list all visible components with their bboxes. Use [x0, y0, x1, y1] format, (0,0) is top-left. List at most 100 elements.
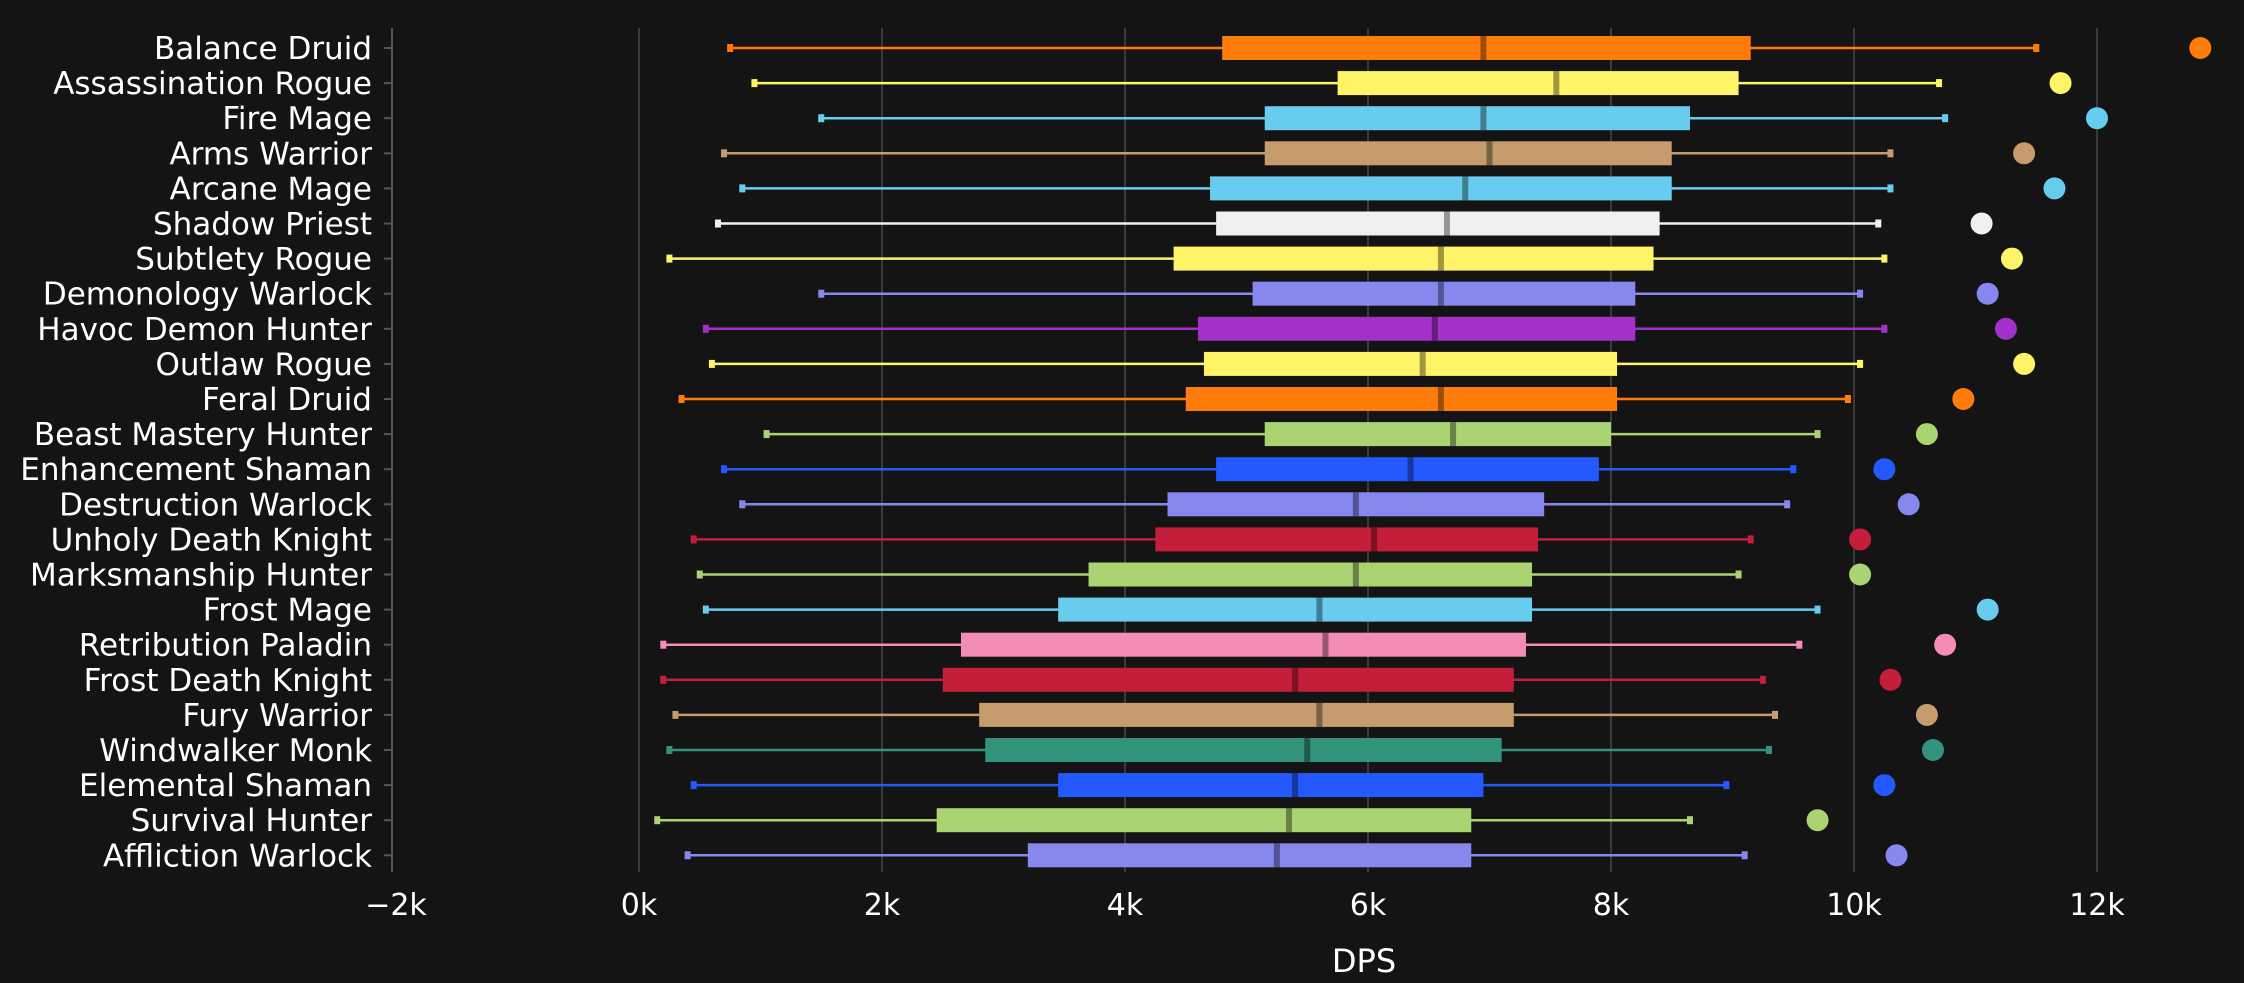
box-assassination-rogue: [751, 71, 2072, 96]
whisker-min-cap: [672, 710, 679, 719]
outlier-point: [2086, 107, 2108, 130]
whisker-max-cap: [1887, 184, 1894, 193]
box-frost-mage: [702, 597, 1999, 622]
outlier-point: [1970, 212, 1993, 235]
iqr-box: [960, 632, 1526, 657]
whisker-min-cap: [684, 851, 691, 860]
iqr-box: [1088, 562, 1533, 587]
whisker-min-cap: [727, 44, 734, 52]
box-affliction-warlock: [684, 843, 1908, 868]
y-tick-label: Frost Death Knight: [84, 663, 372, 699]
whisker-min-cap: [666, 746, 673, 754]
whisker-min-cap: [654, 816, 661, 825]
iqr-box: [1264, 141, 1672, 166]
median-line: [1437, 246, 1444, 271]
whisker-min-cap: [818, 114, 825, 123]
y-tick-label: Shadow Priest: [153, 207, 372, 243]
median-line: [1292, 667, 1299, 692]
whisker-max-cap: [1881, 254, 1888, 263]
y-tick-label: Retribution Paladin: [79, 628, 372, 664]
whisker-min-cap: [690, 781, 697, 790]
outlier-point: [2189, 37, 2212, 59]
whisker-max-cap: [1887, 149, 1894, 158]
y-tick-label: Havoc Demon Hunter: [37, 312, 372, 348]
x-tick-label: 12k: [2069, 888, 2125, 923]
iqr-box: [1216, 211, 1660, 236]
box-feral-druid: [678, 387, 1975, 411]
box-destruction-warlock: [739, 492, 1920, 517]
x-axis: −2k 0k 2k 4k 6k 8k 10k 12k: [365, 888, 2125, 923]
outlier-point: [1915, 423, 1938, 446]
iqr-box: [1155, 527, 1539, 552]
y-tick-label: Feral Druid: [202, 382, 372, 418]
y-tick-label: Balance Druid: [154, 31, 372, 67]
whisker-max-cap: [1784, 500, 1791, 509]
whisker-max-cap: [1759, 675, 1766, 684]
whisker-max-cap: [1723, 781, 1730, 790]
box-arms-warrior: [721, 141, 2036, 166]
outlier-point: [1976, 598, 1999, 621]
iqr-box: [1185, 387, 1618, 411]
y-tick-label: Fire Mage: [222, 101, 372, 137]
box-arcane-mage: [739, 176, 2066, 201]
median-line: [1292, 773, 1299, 798]
box-shadow-priest: [714, 211, 1993, 236]
outlier-point: [1806, 809, 1829, 832]
whisker-max-cap: [1844, 395, 1851, 403]
median-line: [1316, 702, 1323, 727]
iqr-box: [1264, 422, 1611, 447]
median-line: [1419, 351, 1426, 376]
median-line: [1450, 422, 1457, 447]
y-tick-label: Windwalker Monk: [99, 733, 372, 769]
iqr-box: [1058, 773, 1484, 798]
x-tick-label: 10k: [1826, 888, 1882, 923]
whisker-min-cap: [702, 605, 709, 614]
whisker-min-cap: [660, 675, 667, 684]
whisker-max-cap: [1796, 640, 1803, 649]
whisker-min-cap: [708, 359, 715, 368]
median-line: [1407, 457, 1414, 482]
whisker-max-cap: [1857, 359, 1864, 368]
whisker-min-cap: [739, 184, 746, 193]
whisker-max-cap: [1765, 746, 1772, 754]
median-line: [1553, 71, 1560, 96]
box-survival-hunter: [654, 808, 1829, 833]
y-tick-label: Subtlety Rogue: [135, 242, 372, 278]
whisker-max-cap: [1814, 605, 1821, 614]
whisker-min-cap: [739, 500, 746, 509]
median-line: [1480, 36, 1487, 60]
iqr-box: [936, 808, 1472, 833]
box-beast-mastery-hunter: [763, 422, 1938, 447]
box-enhancement-shaman: [721, 457, 1896, 482]
whisker-min-cap: [702, 324, 709, 333]
box-retribution-paladin: [660, 632, 1957, 657]
whisker-min-cap: [696, 570, 703, 579]
box-fury-warrior: [672, 702, 1938, 727]
whisker-min-cap: [818, 289, 825, 298]
box-elemental-shaman: [690, 773, 1896, 798]
outlier-point: [1915, 703, 1938, 726]
x-tick-label: 0k: [621, 888, 658, 923]
outlier-point: [1976, 282, 1999, 305]
outlier-point: [1897, 493, 1920, 516]
outlier-point: [1873, 774, 1896, 797]
box-frost-death-knight: [660, 667, 1902, 692]
median-line: [1486, 141, 1493, 166]
y-tick-label: Outlaw Rogue: [155, 347, 372, 383]
whisker-max-cap: [1936, 79, 1943, 88]
box-fire-mage: [818, 106, 2108, 131]
whisker-min-cap: [721, 149, 728, 158]
grid-lines: [638, 28, 2098, 872]
box-unholy-death-knight: [690, 527, 1872, 552]
y-tick-label: Affliction Warlock: [103, 838, 372, 874]
outlier-point: [1921, 739, 1944, 761]
y-tick-label: Arcane Mage: [170, 171, 372, 207]
box-outlaw-rogue: [708, 351, 2036, 376]
iqr-box: [1197, 316, 1636, 341]
whisker-min-cap: [666, 254, 673, 263]
whisker-min-cap: [763, 430, 770, 439]
outlier-point: [1849, 528, 1872, 551]
whisker-min-cap: [721, 465, 728, 474]
whisker-min-cap: [690, 535, 697, 544]
